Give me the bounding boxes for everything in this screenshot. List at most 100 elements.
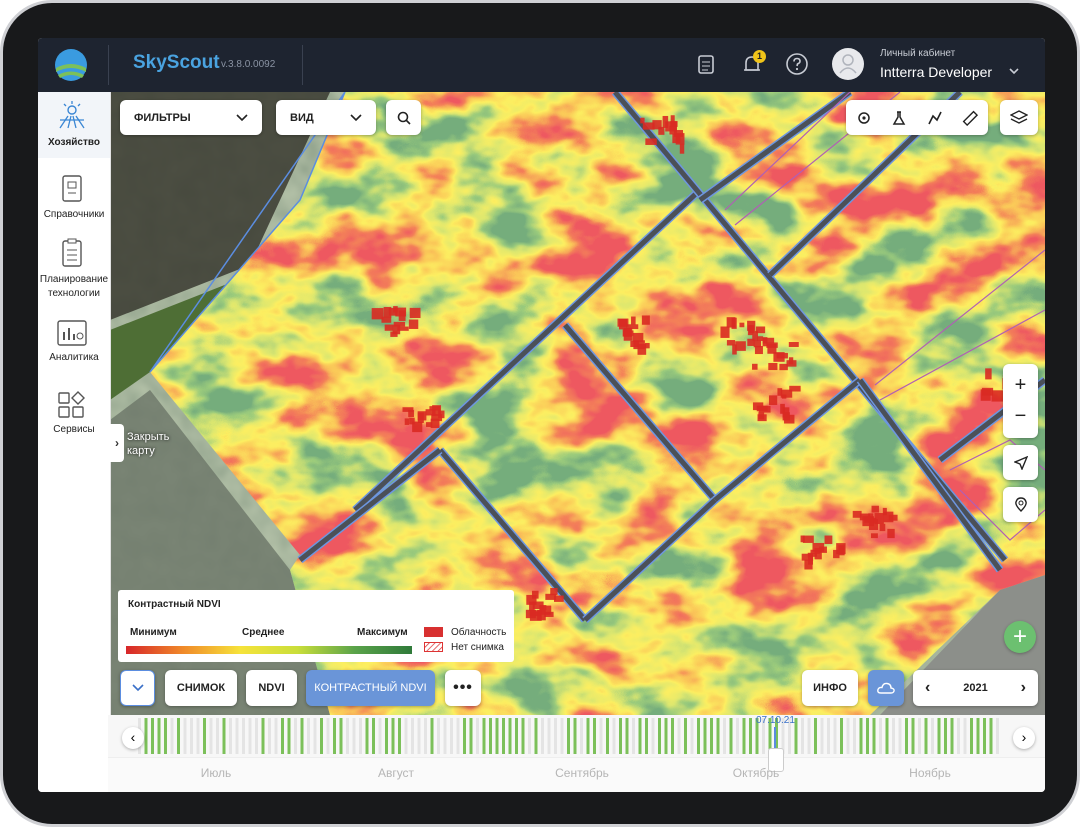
logo[interactable] (52, 46, 90, 84)
red-patch (882, 507, 887, 516)
image-bar (749, 718, 752, 754)
tasks-icon[interactable] (694, 52, 718, 76)
empty-bar (528, 718, 531, 754)
view-label: ВИД (290, 111, 314, 124)
selected-date: 07.10.21 (756, 715, 795, 726)
view-dropdown[interactable]: ВИД (276, 100, 376, 135)
close-map-toggle[interactable]: › (110, 424, 124, 462)
timeline-prev[interactable]: ‹ (122, 727, 144, 749)
image-bar (151, 718, 154, 754)
cloud-button[interactable] (868, 670, 904, 706)
image-bar (638, 718, 642, 754)
add-button[interactable]: + (1004, 621, 1036, 653)
empty-bar (996, 718, 999, 754)
red-patch (412, 421, 423, 433)
cloud-swatch (424, 627, 443, 637)
help-icon[interactable] (785, 52, 809, 76)
image-bar (684, 718, 687, 754)
empty-bar (170, 718, 174, 754)
planning-icon[interactable] (58, 238, 86, 268)
collapse-button[interactable] (120, 670, 155, 706)
services-icon[interactable] (56, 390, 88, 420)
road (298, 448, 442, 562)
image-bar (989, 718, 993, 754)
empty-bar (216, 718, 219, 754)
next-year[interactable]: › (1020, 679, 1026, 696)
snapshot-button[interactable]: СНИМОК (165, 670, 237, 706)
target-tool[interactable] (856, 110, 872, 126)
red-patch (752, 363, 758, 370)
navigate-button[interactable] (1003, 445, 1038, 480)
empty-bar (632, 718, 635, 754)
analytics-icon[interactable] (56, 318, 88, 348)
user-name[interactable]: Intterra Developer (880, 64, 993, 80)
account-chevron[interactable] (1008, 66, 1020, 76)
timeline-handle[interactable] (768, 748, 784, 772)
empty-bar (190, 718, 193, 754)
red-patch (757, 414, 767, 422)
no-image-label: Нет снимка (451, 642, 504, 653)
image-bar (482, 718, 486, 754)
red-patch (747, 320, 756, 331)
red-patch (544, 611, 554, 617)
empty-bar (346, 718, 349, 754)
nav-label[interactable]: Хозяйство (47, 137, 101, 148)
red-patch (640, 117, 645, 124)
image-bar (333, 718, 336, 754)
red-patch (780, 389, 793, 398)
red-patch (758, 405, 771, 413)
image-bar (521, 718, 525, 754)
red-patch (645, 138, 657, 145)
locate-button[interactable] (1003, 487, 1038, 522)
image-bar (502, 718, 505, 754)
image-bar (534, 718, 538, 754)
nav-label[interactable]: Справочники (43, 209, 105, 220)
prev-year[interactable]: ‹ (925, 679, 931, 696)
nav-label[interactable]: Планирование технологии (39, 274, 109, 299)
image-bar (463, 718, 466, 754)
avatar[interactable] (832, 48, 864, 80)
image-bar (697, 718, 700, 754)
farm-icon[interactable] (56, 100, 88, 132)
contrast-ndvi-button[interactable]: КОНТРАСТНЫЙ NDVI (306, 670, 435, 706)
image-bar (658, 718, 661, 754)
nav-label[interactable]: Сервисы (53, 424, 95, 435)
road (698, 92, 852, 203)
flask-tool[interactable] (891, 110, 907, 126)
red-patch (739, 322, 745, 328)
image-bar (671, 718, 674, 754)
legend-mid: Среднее (242, 627, 285, 638)
ndvi-button[interactable]: NDVI (246, 670, 297, 706)
image-bar (729, 718, 733, 754)
polyline-tool[interactable] (927, 110, 943, 126)
empty-bar (313, 718, 317, 754)
info-button[interactable]: ИНФО (802, 670, 858, 706)
image-bar (573, 718, 577, 754)
filters-dropdown[interactable]: ФИЛЬТРЫ (120, 100, 262, 135)
more-button[interactable]: ••• (445, 670, 481, 706)
red-patch (762, 337, 768, 347)
timeline-next[interactable]: › (1013, 727, 1035, 749)
layers-button[interactable] (1000, 100, 1038, 135)
search-button[interactable] (386, 100, 421, 135)
ruler-tool[interactable] (962, 110, 979, 126)
empty-bar (762, 718, 765, 754)
reference-icon[interactable] (58, 174, 86, 204)
month-label: Июль (200, 766, 232, 780)
empty-bar (827, 718, 830, 754)
red-patch (735, 341, 746, 351)
red-patch (431, 414, 443, 422)
zoom-out[interactable]: − (1014, 405, 1027, 427)
red-patch (429, 406, 441, 411)
red-patch (871, 505, 879, 513)
image-bar (398, 718, 401, 754)
empty-bar (781, 718, 785, 754)
nav-label[interactable]: Аналитика (49, 352, 99, 363)
empty-bar (424, 718, 427, 754)
zoom-in[interactable]: + (1014, 374, 1027, 396)
image-bar (885, 718, 889, 754)
close-map-label[interactable]: Закрыть карту (127, 431, 170, 457)
month-label: Август (377, 766, 415, 780)
red-patch (623, 334, 633, 341)
empty-bar (417, 718, 421, 754)
